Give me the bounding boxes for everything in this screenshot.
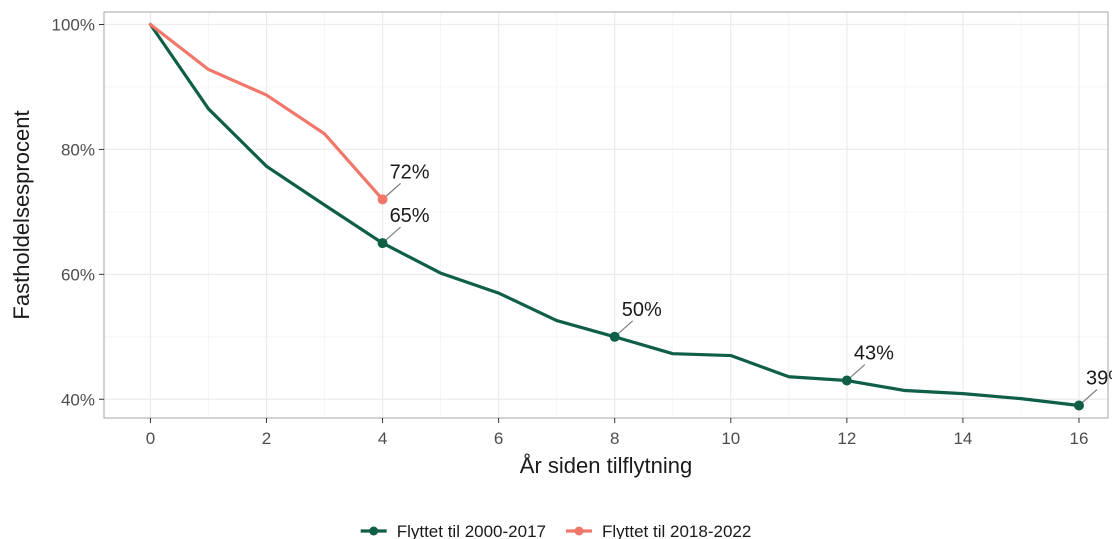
y-tick-label: 100% [52, 15, 95, 34]
x-tick-label: 0 [146, 429, 155, 448]
legend-item-1: Flyttet til 2000-2017 [360, 522, 546, 539]
x-tick-label: 2 [262, 429, 271, 448]
x-tick-label: 10 [721, 429, 740, 448]
x-tick-label: 8 [610, 429, 619, 448]
annotations: 72% 65% 50% 43% 39% [377, 161, 1112, 411]
legend-label: Flyttet til 2018-2022 [602, 522, 751, 539]
annotated-point [377, 238, 388, 249]
y-tick-label: 60% [61, 265, 95, 284]
annotation-label: 39% [1086, 368, 1112, 390]
y-axis-ticks: 40% 60% 80% 100% [52, 15, 104, 409]
annotated-point [1073, 400, 1084, 411]
x-tick-label: 4 [378, 429, 387, 448]
grid [104, 12, 1108, 418]
legend-key-point [574, 526, 584, 536]
x-tick-label: 14 [953, 429, 972, 448]
y-axis-title: Fastholdelsesprocent [9, 110, 34, 319]
x-axis-ticks: 0 2 4 6 8 10 12 14 16 [146, 418, 1089, 448]
x-tick-label: 6 [494, 429, 503, 448]
plot-panel-border [103, 11, 1109, 419]
annotated-point [841, 375, 852, 386]
annotation-label: 43% [854, 343, 894, 365]
legend-key-point [369, 526, 379, 536]
annotated-point [609, 331, 620, 342]
legend: Flyttet til 2000-2017 Flyttet til 2018-20… [360, 522, 751, 539]
annotated-point [377, 194, 388, 205]
y-tick-label: 80% [61, 140, 95, 159]
x-tick-label: 12 [837, 429, 856, 448]
y-tick-label: 40% [61, 390, 95, 409]
x-tick-label: 16 [1070, 429, 1089, 448]
annotation-label: 50% [622, 299, 662, 321]
legend-label: Flyttet til 2000-2017 [397, 522, 546, 539]
legend-item-2: Flyttet til 2018-2022 [566, 522, 751, 539]
annotation-label: 72% [390, 161, 430, 183]
series-line-2 [148, 22, 385, 201]
annotation-label: 65% [390, 205, 430, 227]
x-axis-title: År siden tilflytning [520, 453, 692, 478]
